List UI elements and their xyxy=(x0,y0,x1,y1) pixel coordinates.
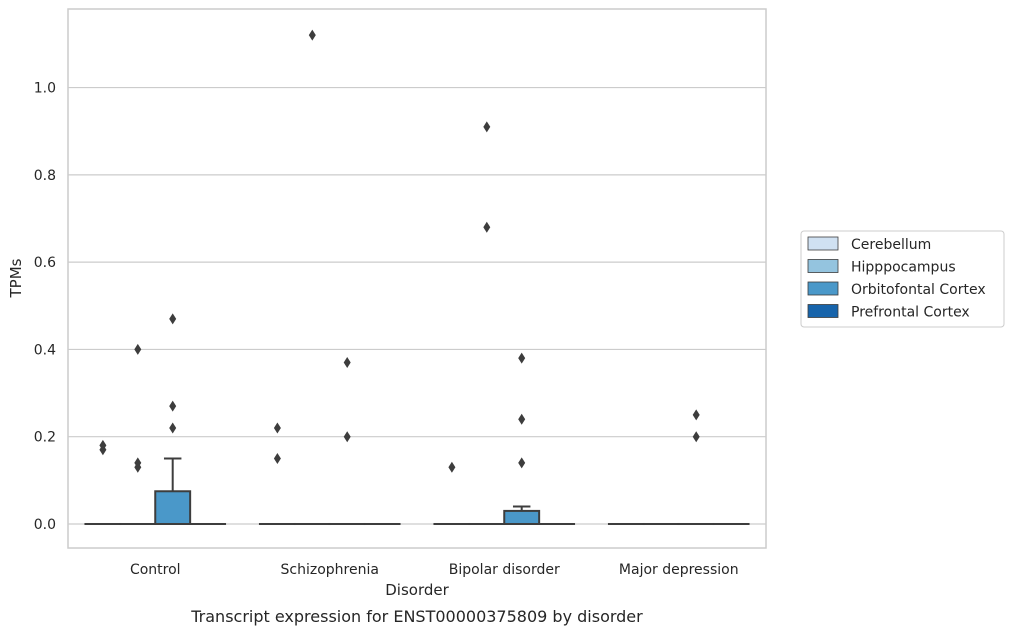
legend-frame xyxy=(800,230,1005,328)
outlier-point xyxy=(308,29,316,41)
outlier-point xyxy=(518,457,526,469)
legend: Cerebellum Hipppocampus Orbitofontal Corte… xyxy=(800,230,1005,328)
legend-items: Cerebellum Hipppocampus Orbitofontal Corte… xyxy=(807,236,986,321)
outlier-point xyxy=(169,313,177,325)
legend-swatch xyxy=(807,281,839,296)
box xyxy=(503,509,541,525)
legend-swatch xyxy=(807,259,839,273)
x-axis-label: Disorder xyxy=(385,581,449,599)
outlier-point xyxy=(692,409,700,421)
box xyxy=(154,490,192,525)
y-tick-label: 1.0 xyxy=(34,81,56,97)
outlier-points xyxy=(99,29,700,473)
y-tick-label: 0.4 xyxy=(34,342,56,358)
y-tick-label: 0.6 xyxy=(34,255,56,271)
plot-area xyxy=(67,8,767,549)
box-plots xyxy=(84,457,750,526)
outlier-point xyxy=(273,422,281,434)
legend-swatch xyxy=(807,304,839,318)
x-tick-label: Schizophrenia xyxy=(281,562,379,578)
x-tick-labels: Control Schizophrenia Bipolar disorder Majo… xyxy=(130,562,739,578)
y-tick-labels: 0.0 0.2 0.4 0.6 0.8 1.0 xyxy=(34,81,56,533)
outlier-point xyxy=(518,352,526,364)
x-tick-label: Major depression xyxy=(619,562,739,578)
y-tick-label: 0.8 xyxy=(34,168,56,184)
box-plot xyxy=(503,505,541,525)
box-plot xyxy=(154,457,192,525)
outlier-point xyxy=(692,431,700,443)
outlier-point xyxy=(134,457,142,469)
outlier-point xyxy=(273,453,281,465)
outlier-point xyxy=(483,121,491,133)
legend-swatch xyxy=(807,236,839,251)
outlier-point xyxy=(99,439,107,451)
outlier-point xyxy=(518,413,526,425)
outlier-point xyxy=(169,422,177,434)
y-tick-label: 0.0 xyxy=(34,517,56,533)
legend-label: Prefrontal Cortex xyxy=(851,305,970,321)
outlier-point xyxy=(343,431,351,443)
legend-label: Orbitofontal Cortex xyxy=(851,282,986,298)
y-axis-label: TPMs xyxy=(7,258,25,298)
outlier-point xyxy=(169,400,177,412)
x-tick-label: Bipolar disorder xyxy=(449,562,560,578)
legend-label: Cerebellum xyxy=(851,237,931,253)
x-tick-label: Control xyxy=(130,562,181,578)
outlier-point xyxy=(343,357,351,369)
outlier-point xyxy=(483,221,491,233)
y-tick-label: 0.2 xyxy=(34,430,56,446)
chart-caption: Transcript expression for ENST0000037580… xyxy=(190,607,643,626)
legend-label: Hipppocampus xyxy=(851,260,956,276)
outlier-point xyxy=(134,343,142,355)
outlier-point xyxy=(448,461,456,473)
